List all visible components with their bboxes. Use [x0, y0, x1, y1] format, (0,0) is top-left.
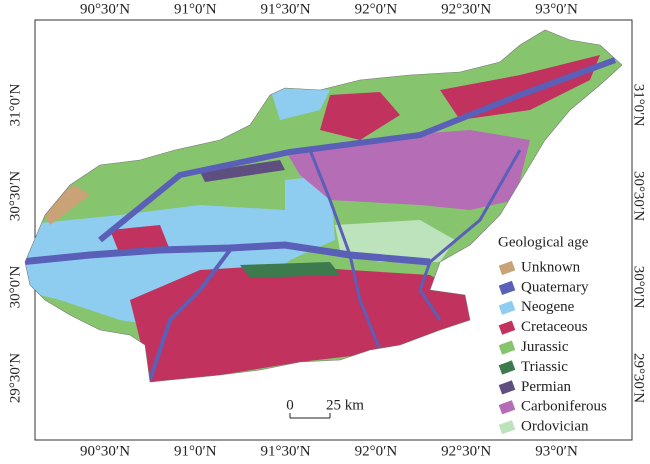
unit-river	[148, 248, 232, 381]
legend-label: Neogene	[521, 299, 575, 315]
legend-swatch	[498, 360, 516, 375]
legend-swatch	[498, 380, 516, 395]
legend-swatch	[498, 340, 516, 355]
unit-area	[40, 185, 90, 225]
legend-label: Ordovician	[521, 419, 589, 435]
unit-river	[308, 149, 382, 351]
unit-river	[98, 57, 617, 243]
bottom-label: 91°0′N	[174, 443, 217, 459]
unit-area	[335, 220, 455, 262]
top-label: 90°30′N	[80, 1, 130, 17]
legend-swatch	[498, 400, 516, 415]
right-label: 29°30′N	[631, 353, 647, 403]
unit-area	[130, 265, 470, 382]
unit-area	[240, 262, 340, 278]
legend-label: Carboniferous	[521, 399, 607, 415]
legend-swatch	[498, 280, 516, 295]
legend-swatch	[498, 300, 516, 315]
unit-area	[285, 130, 530, 210]
bottom-label: 92°30′N	[441, 443, 491, 459]
scale-start: 0	[286, 397, 294, 413]
legend-label: Jurassic	[521, 339, 569, 355]
left-label: 29°30′N	[7, 353, 23, 403]
legend-label: Permian	[521, 379, 571, 395]
left-label: 30°0′N	[7, 266, 23, 309]
bottom-label: 92°0′N	[355, 443, 398, 459]
top-label: 91°0′N	[174, 1, 217, 17]
bottom-label: 91°30′N	[261, 443, 311, 459]
top-label: 92°0′N	[355, 1, 398, 17]
legend-label: Cretaceous	[521, 319, 588, 335]
left-label: 30°30′N	[7, 171, 23, 221]
legend-swatch	[498, 260, 516, 276]
unit-area	[200, 160, 285, 182]
unit-area	[440, 55, 600, 120]
bottom-label: 90°30′N	[80, 443, 130, 459]
left-label: 31°0′N	[7, 84, 23, 127]
legend-title: Geological age	[498, 234, 589, 250]
unit-area	[270, 88, 330, 120]
region-outline	[24, 29, 623, 383]
right-label: 30°0′N	[631, 266, 647, 309]
map-frame	[34, 19, 633, 441]
right-label: 31°0′N	[631, 84, 647, 127]
top-label: 91°30′N	[261, 1, 311, 17]
legend-swatch	[498, 320, 516, 335]
legend-swatch	[498, 420, 516, 435]
top-label: 92°30′N	[441, 1, 491, 17]
unit-river	[418, 149, 522, 321]
unit-area	[320, 92, 400, 140]
legend-label: Unknown	[521, 259, 581, 275]
bottom-label: 93°0′N	[535, 443, 578, 459]
legend-label: Quaternary	[521, 279, 589, 295]
legend-label: Triassic	[521, 359, 568, 375]
scale-end: 25 km	[326, 397, 364, 413]
top-label: 93°0′N	[535, 1, 578, 17]
right-label: 30°30′N	[631, 171, 647, 221]
